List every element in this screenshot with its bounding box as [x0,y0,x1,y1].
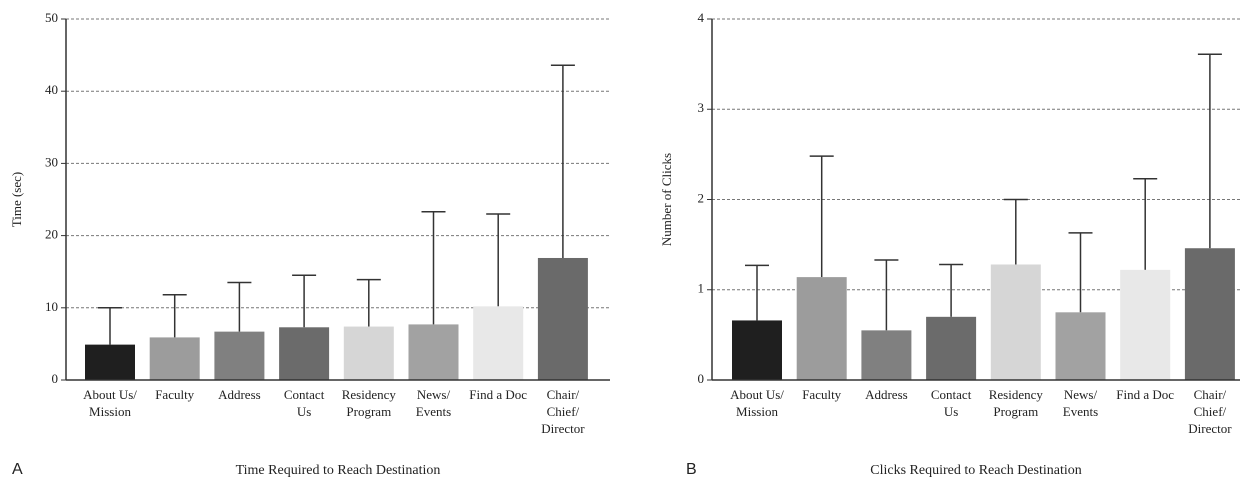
x-tick-label: Program [993,404,1038,419]
y-tick-label: 4 [698,10,705,25]
bar [1120,269,1171,380]
x-tick-label: Find a Doc [469,387,527,402]
bar [343,326,394,380]
x-tick-label: Chief/ [1194,404,1227,419]
chart-panel: 0 1 2 3 4 About Us/Mission Faculty Address Conta… [659,10,1240,478]
x-tick-label: Chief/ [547,404,580,419]
x-tick-label: Address [218,387,261,402]
bar [408,324,459,380]
y-axis-label: Number of Clicks [659,153,674,246]
panel-letter: B [686,461,697,478]
y-tick-label: 1 [698,281,705,296]
y-tick-label: 10 [45,299,58,314]
y-tick-label: 20 [45,227,58,242]
y-tick-label: 2 [698,190,705,205]
x-tick-label: Address [865,387,908,402]
y-tick-label: 0 [698,371,705,386]
x-tick-label: About Us/ [730,387,784,402]
x-tick-label: Chair/ [547,387,580,402]
y-tick-label: 50 [45,10,58,25]
y-tick-label: 40 [45,82,58,97]
x-tick-label: Residency [989,387,1044,402]
x-tick-label: Chair/ [1194,387,1227,402]
bar [861,330,912,380]
x-tick-label: News/ [417,387,451,402]
x-tick-label: Find a Doc [1116,387,1174,402]
chart-panel: 0 10 20 30 40 50 About Us/Mission Faculty Addres… [9,10,610,478]
x-tick-label: Director [1188,421,1232,436]
x-tick-label: Director [541,421,585,436]
x-tick-label: Events [1063,404,1098,419]
x-tick-label: About Us/ [83,387,137,402]
bar [473,306,524,380]
bar [1055,312,1106,380]
x-tick-label: Faculty [802,387,841,402]
y-axis-label: Time (sec) [9,172,24,228]
bar [732,320,782,380]
chart-title: Clicks Required to Reach Destination [870,463,1082,478]
bar [279,327,330,380]
x-tick-label: Us [297,404,311,419]
x-tick-label: Contact [931,387,972,402]
panel-letter: A [12,461,23,478]
bar [1184,248,1235,380]
bar [990,264,1041,380]
bar [796,277,847,380]
bar [149,337,200,380]
x-tick-label: Program [346,404,391,419]
x-tick-label: News/ [1064,387,1098,402]
x-tick-label: Us [944,404,958,419]
y-tick-label: 3 [698,100,705,115]
bar [537,257,588,380]
y-tick-label: 30 [45,154,58,169]
chart-title: Time Required to Reach Destination [236,463,441,478]
x-tick-label: Mission [89,404,131,419]
y-tick-label: 0 [52,371,59,386]
x-tick-label: Contact [284,387,325,402]
x-tick-label: Events [416,404,451,419]
bar [214,331,265,380]
x-tick-label: Faculty [155,387,194,402]
bar [85,344,135,380]
x-tick-label: Residency [342,387,397,402]
bar [926,316,977,380]
x-tick-label: Mission [736,404,778,419]
